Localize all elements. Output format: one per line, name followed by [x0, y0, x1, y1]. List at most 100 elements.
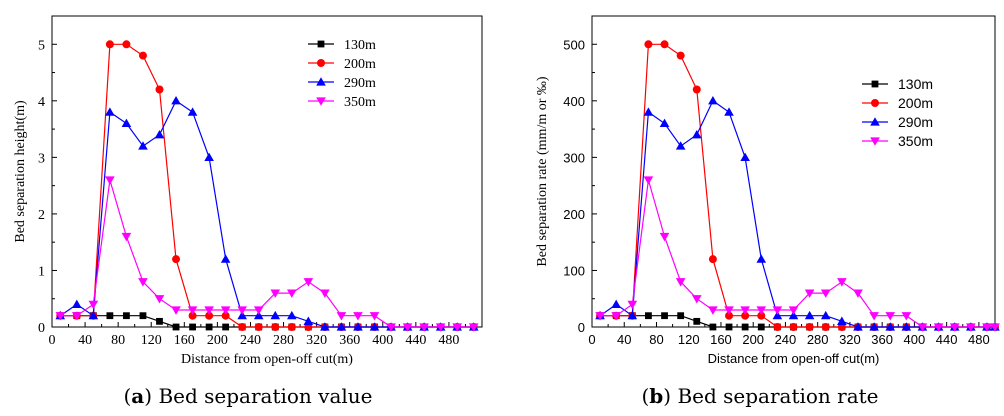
chart-b-x-tick-label: 440 — [936, 332, 958, 347]
chart-a-legend-marker-130m — [317, 40, 325, 48]
chart-a-series-290m — [55, 96, 479, 331]
chart-b-x-tick-label: 40 — [617, 332, 631, 347]
chart-a-point-290m — [154, 129, 165, 139]
chart-b-point-350m — [740, 306, 750, 315]
chart-b-point-130m — [693, 317, 701, 325]
chart-b-y-tick-label: 500 — [563, 37, 585, 52]
chart-b-point-350m — [901, 312, 912, 321]
chart-a-point-200m — [221, 311, 230, 320]
chart-b-point-200m — [660, 40, 669, 49]
chart-b-point-350m — [611, 312, 621, 321]
chart-a-point-200m — [304, 323, 313, 331]
chart-a-point-200m — [105, 40, 114, 49]
chart-b-point-350m — [788, 306, 799, 315]
chart-a-point-350m — [154, 295, 165, 304]
chart-b-point-290m — [788, 310, 799, 320]
chart-b-point-130m — [709, 323, 717, 331]
chart-b-point-290m — [659, 118, 670, 128]
chart-a-point-130m — [106, 312, 114, 320]
chart-a-x-tick-label: 400 — [372, 333, 393, 348]
chart-a-point-350m — [336, 312, 347, 321]
chart-a-point-350m — [105, 176, 115, 185]
chart-b-point-350m — [933, 323, 944, 332]
chart-b-point-200m — [821, 323, 830, 331]
chart-b-point-350m — [853, 289, 863, 298]
chart-a-point-290m — [303, 316, 314, 325]
chart-b-legend-marker-350m — [870, 137, 880, 146]
chart-b-series-line-350m — [600, 179, 995, 328]
chart-a-x-tick-label: 80 — [111, 333, 125, 348]
chart-panel-a: 0 40 80 120 160 200 240 280 320 360 400 440 480 0 1 2 3 4… — [13, 15, 483, 367]
chart-a-x-tick-label: 320 — [306, 333, 327, 348]
chart-a-series-line-290m — [59, 99, 474, 328]
chart-b-y-axis-label: Bed separation rate (mm/m or ‰) — [535, 76, 550, 266]
chart-a-point-350m — [72, 312, 82, 321]
chart-a-point-350m — [220, 306, 231, 315]
chart-a-point-290m — [72, 299, 82, 308]
chart-a-y-tick-label: 4 — [38, 95, 45, 110]
chart-a-point-290m — [105, 107, 115, 116]
chart-a-point-350m — [468, 323, 479, 332]
chart-b-point-290m — [853, 322, 863, 331]
chart-b-x-tick-label: 0 — [588, 332, 595, 347]
chart-a-x-tick-label: 160 — [174, 333, 195, 348]
chart-b-point-200m — [805, 323, 814, 331]
chart-b-plot-frame — [591, 15, 996, 328]
chart-a-point-130m — [139, 312, 147, 320]
chart-b-point-350m — [885, 312, 896, 321]
chart-b-point-290m — [643, 107, 654, 116]
chart-a-point-350m — [287, 289, 297, 298]
chart-b-point-350m — [724, 306, 734, 315]
chart-a-point-200m — [271, 323, 280, 331]
chart-a-point-200m — [287, 323, 296, 331]
chart-b-point-350m — [643, 176, 654, 185]
chart-b-point-200m — [837, 323, 846, 331]
chart-b-point-350m — [982, 323, 992, 332]
chart-b-point-200m — [644, 40, 653, 49]
chart-b-point-290m — [869, 322, 879, 331]
chart-b-point-350m — [949, 323, 960, 332]
chart-a-point-350m — [88, 300, 99, 310]
chart-a-point-350m — [320, 289, 330, 298]
caption-a: (a) Bed separation value — [123, 384, 372, 408]
chart-b-legend-marker-200m — [871, 99, 879, 107]
chart-b-point-130m — [661, 312, 668, 320]
chart-a-x-tick-label: 360 — [339, 333, 360, 348]
chart-a-y-tick-label: 5 — [38, 38, 45, 53]
chart-a-point-290m — [253, 310, 264, 320]
chart-a-legend-label-200m: 200m — [344, 57, 376, 72]
chart-a-x-tick-label: 40 — [78, 333, 92, 348]
chart-a-point-350m — [303, 278, 314, 287]
chart-a-point-350m — [369, 312, 380, 321]
chart-a-point-200m — [172, 255, 181, 264]
chart-b-x-tick-label: 400 — [904, 332, 926, 347]
chart-a-x-tick-label: 200 — [207, 333, 228, 348]
caption-a-text: Bed separation value — [158, 384, 372, 408]
chart-a-legend-marker-350m — [316, 97, 326, 106]
chart-b-point-290m — [885, 322, 896, 331]
chart-a-point-130m — [123, 312, 130, 320]
chart-b-legend-marker-290m — [870, 117, 880, 126]
chart-b-x-tick-label: 120 — [678, 332, 700, 347]
chart-b-point-200m — [692, 85, 701, 94]
chart-a-point-350m — [204, 306, 214, 315]
chart-b-point-290m — [611, 299, 621, 308]
chart-b-legend-label-350m: 350m — [898, 133, 933, 149]
chart-b-point-350m — [627, 300, 638, 310]
chart-a-point-350m — [171, 306, 181, 315]
chart-b-legend-label-290m: 290m — [898, 114, 933, 130]
chart-b-point-350m — [595, 312, 605, 321]
chart-b-x-tick-label: 160 — [710, 332, 732, 347]
chart-a-point-200m — [122, 40, 131, 49]
chart-a-point-290m — [270, 310, 281, 320]
chart-a-series-line-200m — [60, 43, 474, 328]
caption-b-letter: b — [649, 384, 663, 408]
chart-a-point-290m — [220, 254, 231, 263]
chart-b-x-axis-label: Distance from open-off cut(m) — [708, 351, 880, 366]
chart-b-point-200m — [725, 311, 734, 320]
chart-a-point-350m — [435, 323, 446, 332]
chart-b-point-350m — [659, 232, 670, 242]
chart-b-point-350m — [917, 323, 928, 332]
chart-a-legend-label-290m: 290m — [344, 76, 376, 91]
chart-b-y-tick-label: 200 — [563, 207, 585, 222]
